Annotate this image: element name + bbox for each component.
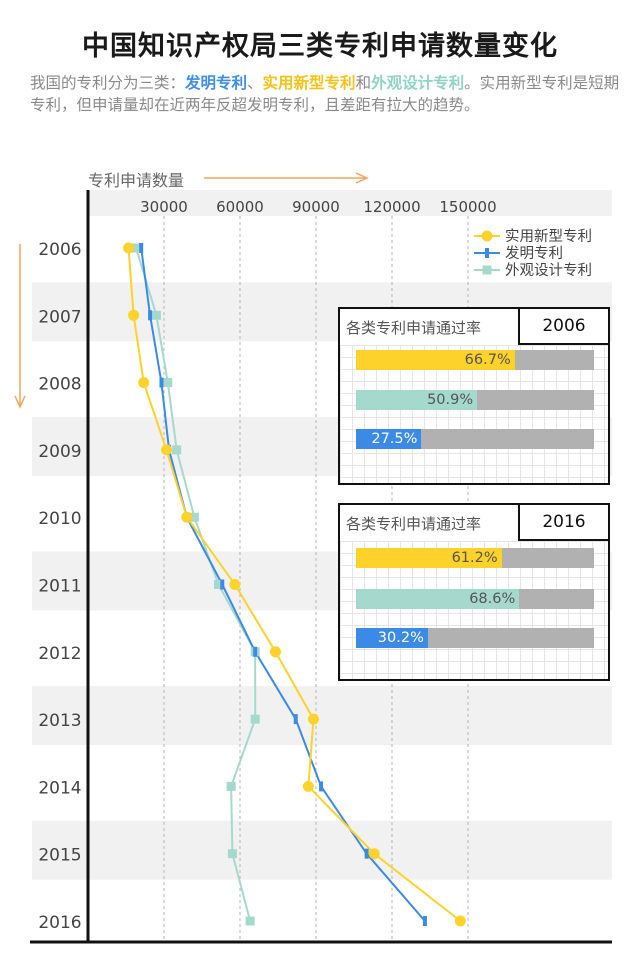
marker-invention-2006: [139, 243, 144, 253]
marker-invention-2013: [293, 714, 298, 725]
subtitle-intro: 我国的专利分为三类：: [30, 74, 186, 92]
legend-marker: [485, 248, 489, 258]
legend-item-utility: 实用新型专利: [474, 228, 592, 245]
subtitle-invention: 发明专利: [185, 74, 248, 92]
pass-rate-bar-invention: 30.2%: [356, 628, 594, 648]
pass-rate-fill-utility: 66.7%: [356, 350, 515, 370]
marker-invention-2012: [253, 646, 258, 657]
marker-utility-2016: [454, 915, 466, 927]
legend-item-invention: 发明专利: [474, 245, 563, 262]
marker-design-2011: [213, 580, 223, 589]
subtitle-and: 和: [355, 74, 372, 92]
year-label-2006: 2006: [38, 240, 81, 260]
year-label-2007: 2007: [38, 307, 81, 327]
pass-rate-bar-invention: 27.5%: [356, 429, 594, 449]
marker-utility-2007: [128, 309, 140, 321]
legend-marker: [482, 265, 492, 275]
year-label-2013: 2013: [38, 711, 81, 731]
x-tick-label: 90000: [292, 198, 340, 216]
marker-utility-2015: [368, 848, 380, 860]
marker-invention-2016: [422, 916, 427, 926]
pass-rate-bar-design: 68.6%: [356, 589, 594, 609]
year-label-2014: 2014: [38, 778, 81, 798]
tick-band: [88, 190, 612, 216]
subtitle-utility: 实用新型专利: [262, 74, 356, 92]
legend-label: 实用新型专利: [505, 228, 592, 245]
year-label-2010: 2010: [38, 509, 81, 529]
year-label-2012: 2012: [38, 644, 81, 664]
year-label-2008: 2008: [38, 375, 81, 395]
marker-utility-2006: [123, 242, 135, 254]
year-labels: 2006 2007 2008 2009 2010 2011 2012 2013 2014 2015…: [38, 240, 81, 933]
x-tick-labels: 30000 60000 90000 120000 150000: [140, 198, 496, 216]
marker-design-2016: [245, 916, 255, 926]
subtitle-sep: 、: [247, 74, 263, 92]
x-tick-label: 150000: [439, 198, 496, 216]
marker-design-2010: [189, 512, 199, 522]
marker-design-2007: [151, 310, 161, 320]
year-band-2015: [32, 820, 612, 880]
page-subtitle: 我国的专利分为三类：发明专利、实用新型专利和外观设计专利。实用新型专利是短期专利…: [30, 72, 620, 116]
time-direction-arrow: [14, 244, 26, 409]
year-label-2011: 2011: [38, 577, 81, 597]
year-label-2009: 2009: [38, 442, 81, 462]
x-axis-label: 专利申请数量: [88, 171, 184, 190]
x-tick-label: 60000: [216, 198, 264, 216]
subtitle-outro: 。实用新型专利是短期专利，但申请量却在近两年反超发明专利，且差距有拉大的趋势。: [30, 74, 620, 114]
marker-invention-2015: [364, 848, 369, 859]
pass-rate-bar-utility: 61.2%: [356, 548, 594, 568]
marker-utility-2014: [302, 780, 314, 792]
pass-rate-panel-2016: 各类专利申请通过率 2016 61.2% 68.6% 30.2%: [338, 503, 610, 681]
marker-design-2014: [226, 781, 236, 791]
marker-design-2015: [227, 849, 237, 859]
year-label-2015: 2015: [38, 846, 81, 866]
x-arrow-head: [355, 172, 369, 184]
marker-invention-2008: [159, 377, 164, 388]
subtitle-design: 外观设计专利: [371, 74, 465, 92]
pass-rate-fill-invention: 27.5%: [356, 429, 422, 449]
marker-design-2013: [250, 714, 260, 724]
panel-year: 2016: [518, 503, 610, 541]
marker-utility-2012: [269, 646, 281, 658]
year-band-2013: [32, 686, 612, 746]
pass-rate-panel-2006: 各类专利申请通过率 2006 66.7% 50.9% 27.5%: [338, 307, 610, 485]
marker-utility-2010: [181, 511, 193, 523]
pass-rate-fill-invention: 30.2%: [356, 628, 428, 648]
marker-invention-2007: [148, 310, 153, 321]
marker-design-2008: [163, 378, 173, 388]
marker-design-2006: [131, 243, 141, 253]
axes: [30, 190, 612, 944]
x-tick-label: 120000: [363, 198, 420, 216]
marker-design-2009: [172, 445, 182, 455]
panel-title: 各类专利申请通过率: [346, 515, 482, 533]
pass-rate-bar-design: 50.9%: [356, 390, 594, 410]
marker-invention-2014: [319, 781, 324, 792]
year-label-2016: 2016: [38, 913, 81, 933]
legend-item-design: 外观设计专利: [474, 262, 592, 279]
marker-utility-2011: [229, 579, 241, 590]
legend-marker: [481, 230, 493, 242]
marker-utility-2013: [307, 713, 319, 725]
x-tick-label: 30000: [140, 198, 188, 216]
pass-rate-fill-design: 68.6%: [356, 589, 520, 609]
series-markers: [123, 242, 466, 927]
y-arrow-head: [14, 395, 26, 409]
x-direction-arrow: [204, 172, 369, 184]
pass-rate-bar-utility: 66.7%: [356, 350, 594, 370]
pass-rate-fill-design: 50.9%: [356, 390, 478, 410]
pass-rate-fill-utility: 61.2%: [356, 548, 502, 568]
legend-label: 外观设计专利: [505, 262, 592, 279]
legend-label: 发明专利: [505, 245, 563, 262]
panel-year: 2006: [518, 307, 610, 345]
marker-utility-2009: [161, 444, 173, 456]
page-title: 中国知识产权局三类专利申请数量变化: [82, 31, 558, 62]
panel-title: 各类专利申请通过率: [346, 319, 482, 337]
marker-utility-2008: [138, 377, 150, 389]
marker-invention-2011: [220, 579, 225, 590]
